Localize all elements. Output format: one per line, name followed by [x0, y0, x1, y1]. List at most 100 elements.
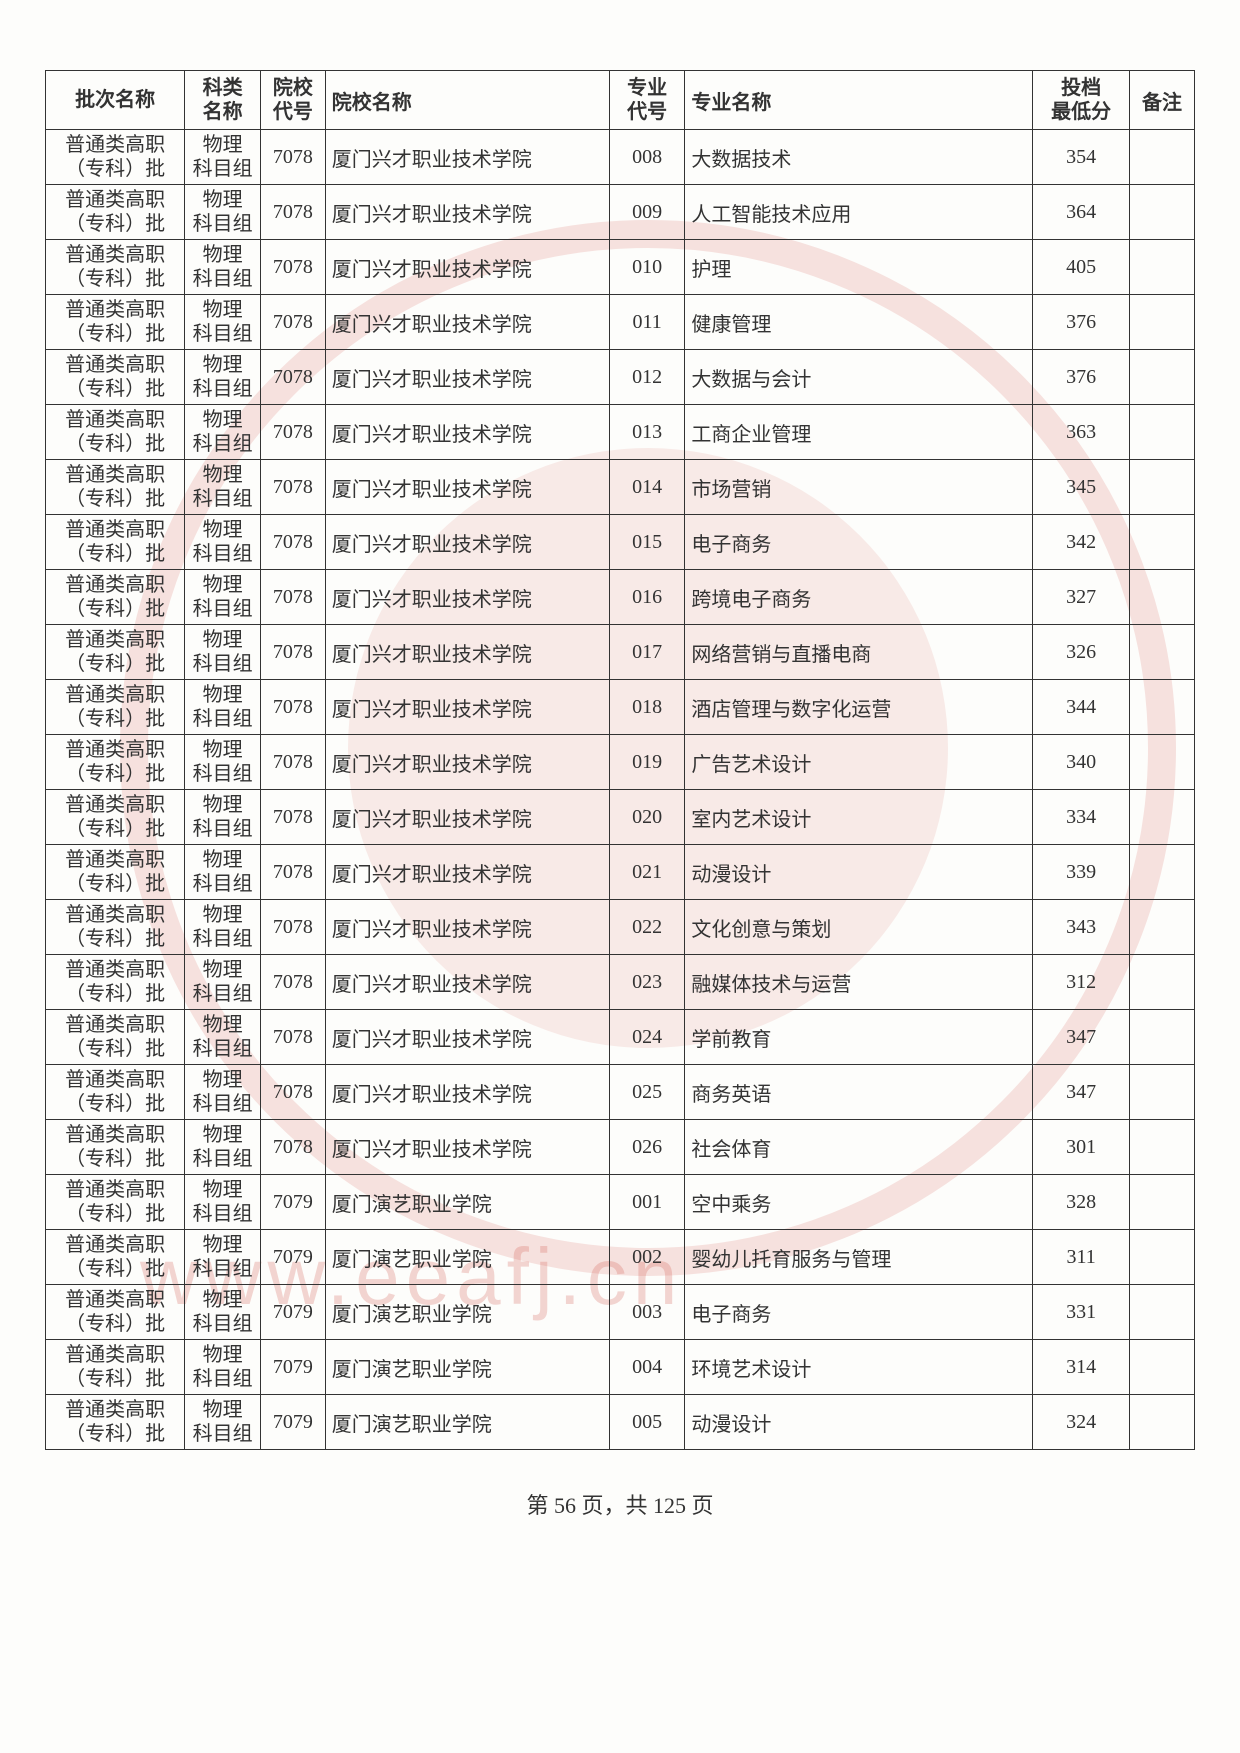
table-row: 普通类高职（专科）批物理科目组7078厦门兴才职业技术学院023融媒体技术与运营… — [46, 955, 1195, 1010]
cell-school-code: 7078 — [260, 790, 325, 845]
th-note: 备注 — [1130, 71, 1195, 130]
cell-major-code: 011 — [609, 295, 685, 350]
cell-major-name: 室内艺术设计 — [685, 790, 1033, 845]
cell-batch: 普通类高职（专科）批 — [46, 515, 185, 570]
pager-prefix: 第 — [526, 1493, 554, 1518]
th-batch: 批次名称 — [46, 71, 185, 130]
cell-score: 324 — [1033, 1395, 1130, 1450]
cell-batch: 普通类高职（专科）批 — [46, 295, 185, 350]
cell-major-name: 电子商务 — [685, 1285, 1033, 1340]
cell-major-name: 护理 — [685, 240, 1033, 295]
table-row: 普通类高职（专科）批物理科目组7078厦门兴才职业技术学院016跨境电子商务32… — [46, 570, 1195, 625]
cell-note — [1130, 900, 1195, 955]
cell-subject: 物理科目组 — [185, 735, 261, 790]
cell-major-code: 013 — [609, 405, 685, 460]
cell-batch: 普通类高职（专科）批 — [46, 845, 185, 900]
table-row: 普通类高职（专科）批物理科目组7078厦门兴才职业技术学院017网络营销与直播电… — [46, 625, 1195, 680]
cell-batch: 普通类高职（专科）批 — [46, 460, 185, 515]
cell-school-code: 7079 — [260, 1175, 325, 1230]
cell-school-code: 7078 — [260, 1065, 325, 1120]
th-subject: 科类名称 — [185, 71, 261, 130]
cell-school-name: 厦门兴才职业技术学院 — [325, 185, 609, 240]
cell-major-name: 社会体育 — [685, 1120, 1033, 1175]
cell-school-name: 厦门兴才职业技术学院 — [325, 955, 609, 1010]
cell-major-name: 动漫设计 — [685, 1395, 1033, 1450]
cell-school-name: 厦门兴才职业技术学院 — [325, 680, 609, 735]
th-school-code: 院校代号 — [260, 71, 325, 130]
cell-batch: 普通类高职（专科）批 — [46, 790, 185, 845]
cell-batch: 普通类高职（专科）批 — [46, 1010, 185, 1065]
cell-school-name: 厦门兴才职业技术学院 — [325, 570, 609, 625]
cell-major-code: 017 — [609, 625, 685, 680]
cell-note — [1130, 405, 1195, 460]
cell-major-code: 026 — [609, 1120, 685, 1175]
table-row: 普通类高职（专科）批物理科目组7078厦门兴才职业技术学院025商务英语347 — [46, 1065, 1195, 1120]
cell-score: 328 — [1033, 1175, 1130, 1230]
cell-note — [1130, 1285, 1195, 1340]
cell-school-code: 7079 — [260, 1285, 325, 1340]
cell-batch: 普通类高职（专科）批 — [46, 1285, 185, 1340]
cell-note — [1130, 570, 1195, 625]
table-row: 普通类高职（专科）批物理科目组7078厦门兴才职业技术学院013工商企业管理36… — [46, 405, 1195, 460]
cell-major-code: 004 — [609, 1340, 685, 1395]
cell-batch: 普通类高职（专科）批 — [46, 1395, 185, 1450]
cell-major-name: 大数据与会计 — [685, 350, 1033, 405]
cell-subject: 物理科目组 — [185, 1120, 261, 1175]
cell-school-name: 厦门演艺职业学院 — [325, 1230, 609, 1285]
cell-major-name: 酒店管理与数字化运营 — [685, 680, 1033, 735]
cell-score: 312 — [1033, 955, 1130, 1010]
table-row: 普通类高职（专科）批物理科目组7078厦门兴才职业技术学院009人工智能技术应用… — [46, 185, 1195, 240]
cell-major-code: 001 — [609, 1175, 685, 1230]
th-score: 投档最低分 — [1033, 71, 1130, 130]
cell-batch: 普通类高职（专科）批 — [46, 680, 185, 735]
cell-major-name: 婴幼儿托育服务与管理 — [685, 1230, 1033, 1285]
cell-school-name: 厦门兴才职业技术学院 — [325, 900, 609, 955]
cell-note — [1130, 515, 1195, 570]
table-body: 普通类高职（专科）批物理科目组7078厦门兴才职业技术学院008大数据技术354… — [46, 130, 1195, 1450]
table-row: 普通类高职（专科）批物理科目组7079厦门演艺职业学院005动漫设计324 — [46, 1395, 1195, 1450]
cell-major-code: 025 — [609, 1065, 685, 1120]
table-row: 普通类高职（专科）批物理科目组7079厦门演艺职业学院004环境艺术设计314 — [46, 1340, 1195, 1395]
cell-school-name: 厦门兴才职业技术学院 — [325, 350, 609, 405]
cell-subject: 物理科目组 — [185, 295, 261, 350]
cell-major-code: 009 — [609, 185, 685, 240]
cell-batch: 普通类高职（专科）批 — [46, 1175, 185, 1230]
th-major-code: 专业代号 — [609, 71, 685, 130]
cell-major-name: 健康管理 — [685, 295, 1033, 350]
cell-score: 311 — [1033, 1230, 1130, 1285]
cell-major-name: 人工智能技术应用 — [685, 185, 1033, 240]
cell-school-name: 厦门兴才职业技术学院 — [325, 1120, 609, 1175]
table-row: 普通类高职（专科）批物理科目组7079厦门演艺职业学院003电子商务331 — [46, 1285, 1195, 1340]
cell-school-code: 7078 — [260, 845, 325, 900]
cell-score: 301 — [1033, 1120, 1130, 1175]
table-row: 普通类高职（专科）批物理科目组7078厦门兴才职业技术学院012大数据与会计37… — [46, 350, 1195, 405]
table-row: 普通类高职（专科）批物理科目组7079厦门演艺职业学院002婴幼儿托育服务与管理… — [46, 1230, 1195, 1285]
cell-score: 376 — [1033, 295, 1130, 350]
page-indicator: 第 56 页，共 125 页 — [45, 1488, 1195, 1520]
cell-score: 331 — [1033, 1285, 1130, 1340]
cell-school-code: 7078 — [260, 955, 325, 1010]
cell-note — [1130, 1010, 1195, 1065]
cell-major-name: 工商企业管理 — [685, 405, 1033, 460]
cell-score: 342 — [1033, 515, 1130, 570]
cell-major-name: 商务英语 — [685, 1065, 1033, 1120]
table-row: 普通类高职（专科）批物理科目组7078厦门兴才职业技术学院015电子商务342 — [46, 515, 1195, 570]
cell-school-code: 7078 — [260, 625, 325, 680]
cell-school-name: 厦门兴才职业技术学院 — [325, 460, 609, 515]
cell-school-name: 厦门兴才职业技术学院 — [325, 625, 609, 680]
cell-school-code: 7079 — [260, 1230, 325, 1285]
cell-major-name: 跨境电子商务 — [685, 570, 1033, 625]
cell-note — [1130, 350, 1195, 405]
cell-subject: 物理科目组 — [185, 1340, 261, 1395]
table-row: 普通类高职（专科）批物理科目组7078厦门兴才职业技术学院011健康管理376 — [46, 295, 1195, 350]
th-major-name: 专业名称 — [685, 71, 1033, 130]
cell-score: 405 — [1033, 240, 1130, 295]
cell-batch: 普通类高职（专科）批 — [46, 1120, 185, 1175]
cell-school-name: 厦门兴才职业技术学院 — [325, 240, 609, 295]
pager-current: 56 — [554, 1493, 576, 1518]
cell-note — [1130, 1395, 1195, 1450]
table-row: 普通类高职（专科）批物理科目组7078厦门兴才职业技术学院024学前教育347 — [46, 1010, 1195, 1065]
cell-school-code: 7078 — [260, 240, 325, 295]
cell-subject: 物理科目组 — [185, 1395, 261, 1450]
cell-school-name: 厦门兴才职业技术学院 — [325, 735, 609, 790]
